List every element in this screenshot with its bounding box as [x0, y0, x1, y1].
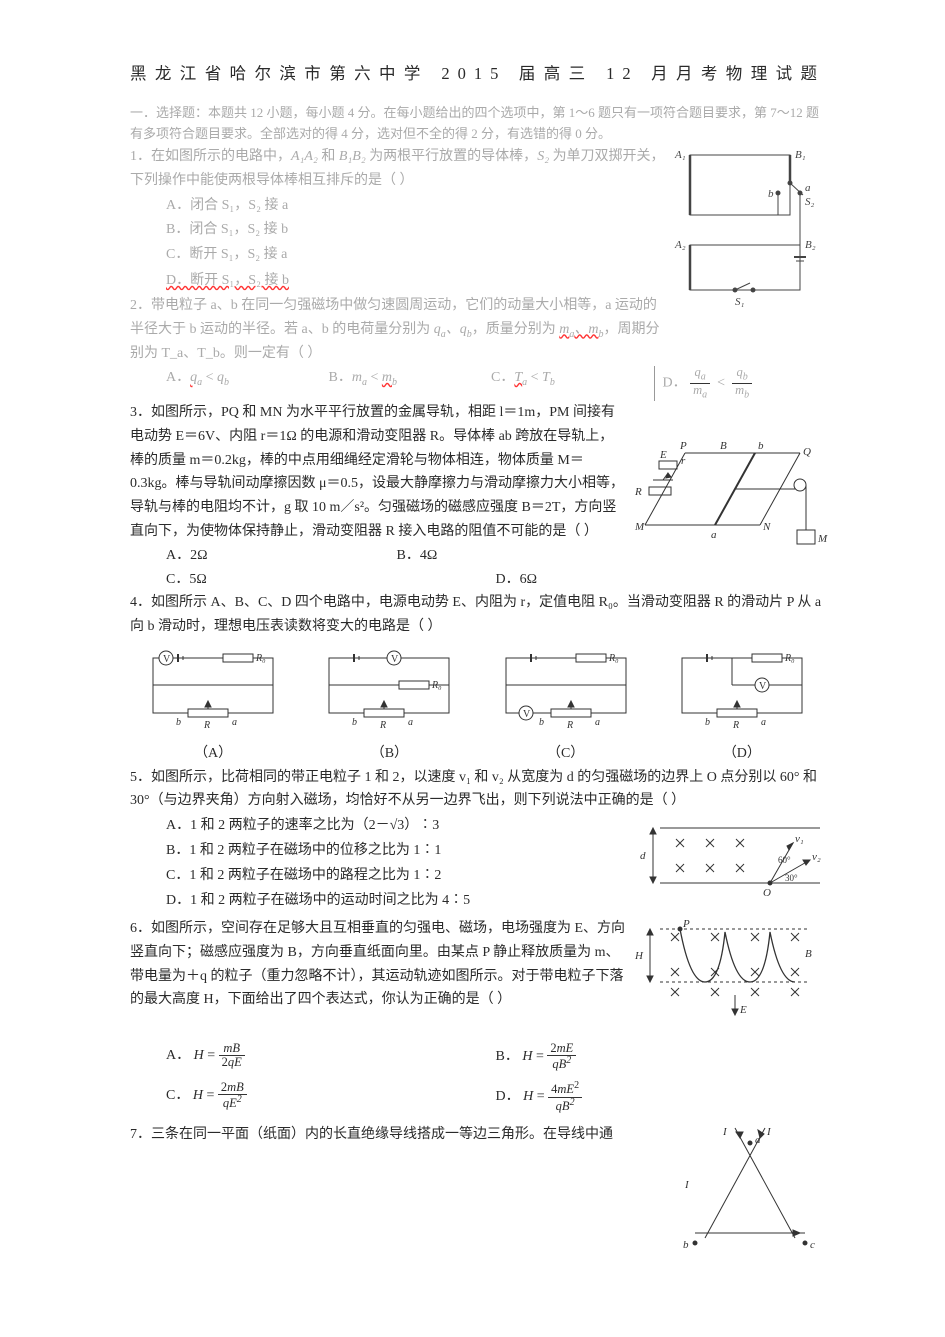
svg-text:v₁: v₁: [795, 833, 804, 845]
q3-block: b a E r R B M P Q M N 3．如图所示，PQ 和 MN 为水: [130, 401, 825, 591]
svg-text:a: a: [408, 717, 413, 728]
svg-text:V: V: [163, 654, 171, 665]
svg-text:a: a: [805, 182, 811, 194]
svg-text:b: b: [758, 440, 764, 452]
svg-text:A₂: A₂: [674, 239, 686, 251]
svg-text:r: r: [681, 455, 686, 467]
q4-label-d: （D）: [659, 742, 825, 766]
q1-text-2: 和: [318, 149, 339, 164]
svg-text:V: V: [391, 654, 399, 665]
q6-opt-c: C． H = 2mBqE2: [166, 1081, 496, 1113]
svg-text:R₀: R₀: [431, 680, 442, 691]
page-title: 黑龙江省哈尔滨市第六中学 2015 届高三 12 月月考物理试题: [130, 60, 825, 88]
svg-text:R: R: [203, 720, 210, 731]
q4-label-c: （C）: [483, 742, 649, 766]
svg-text:I: I: [766, 1126, 772, 1138]
q4-label-a: （A）: [130, 742, 296, 766]
q6-figure: P B H E: [635, 917, 825, 1036]
q2-opt-a: A．qa < qb: [166, 366, 329, 401]
q1-circuit-figure: A₁ B₁ a S₂ b A₂ B₂: [675, 145, 825, 324]
q1-text-3: 为两根平行放置的导体棒，: [366, 149, 538, 164]
section-instructions: 一．选择题：本题共 12 小题，每小题 4 分。在每小题给出的四个选项中，第 1…: [130, 102, 825, 145]
svg-text:a: a: [755, 1134, 761, 1146]
q7-block: I I I a b c 7．三条在同一平面（纸面）内的长直绝缘导线搭成一等边三角…: [130, 1123, 825, 1147]
q1-opt-d: D．断开 S₁，S₂ 接 b: [166, 269, 289, 293]
svg-text:b: b: [768, 188, 774, 200]
svg-text:b: b: [352, 717, 357, 728]
q1-text-1: 1．在如图所示的电路中，: [130, 149, 291, 164]
q2-opt-d: D． qama < qbmb: [654, 366, 826, 401]
svg-text:E: E: [659, 449, 667, 461]
q4-text: 4．如图所示 A、B、C、D 四个电路中，电源电动势 E、内阻为 r，定值电阻 …: [130, 591, 825, 639]
q5-block: 5．如图所示，比荷相同的带正电粒子 1 和 2，以速度 v₁ 和 v₂ 从宽度为…: [130, 766, 825, 913]
svg-text:N: N: [762, 521, 771, 533]
svg-text:a: a: [711, 529, 717, 541]
svg-text:a: a: [232, 717, 237, 728]
svg-text:R: R: [732, 720, 739, 731]
q5-figure: d v₁ v₂ 60° 30° O: [635, 813, 825, 917]
svg-text:B: B: [805, 948, 812, 960]
svg-text:B₂: B₂: [805, 239, 816, 251]
svg-text:V: V: [523, 709, 531, 720]
q4-fig-b: V R₀ b R a （B）: [306, 643, 472, 766]
svg-text:S₁: S₁: [735, 296, 745, 308]
q4-label-b: （B）: [306, 742, 472, 766]
q4-fig-c: R₀ V b R a （C）: [483, 643, 649, 766]
svg-text:v₂: v₂: [812, 851, 821, 863]
svg-text:M: M: [634, 521, 645, 533]
q3-opt-a: A．2Ω: [166, 544, 397, 568]
q7-figure: I I I a b c: [675, 1123, 825, 1262]
q5-text: 5．如图所示，比荷相同的带正电粒子 1 和 2，以速度 v₁ 和 v₂ 从宽度为…: [130, 766, 825, 814]
svg-text:R: R: [634, 486, 642, 498]
svg-text:d: d: [640, 850, 646, 862]
svg-text:30°: 30°: [785, 873, 798, 883]
q6-opt-d: D． H = 4mE2qB2: [496, 1081, 826, 1113]
q1-block: A₁ B₁ a S₂ b A₂ B₂: [130, 145, 825, 294]
svg-text:a: a: [761, 717, 766, 728]
svg-text:R₀: R₀: [255, 653, 266, 664]
q4-fig-d: R₀ V b R a （D）: [659, 643, 825, 766]
q3-opt-b: B．4Ω: [397, 544, 628, 568]
q2-opt-b: B．ma < mb: [329, 366, 492, 401]
svg-text:R₀: R₀: [784, 653, 795, 664]
svg-text:H: H: [634, 950, 644, 962]
svg-text:b: b: [683, 1239, 689, 1251]
svg-text:R: R: [566, 720, 573, 731]
q2-opt-c: C．Ta < Tb: [491, 366, 654, 401]
svg-text:A₁: A₁: [674, 149, 686, 161]
q3-opt-d: D．6Ω: [496, 568, 826, 592]
svg-text:V: V: [759, 681, 767, 692]
svg-text:R₀: R₀: [608, 653, 619, 664]
svg-text:Q: Q: [803, 446, 811, 458]
q6-opt-a: A． H = mB2qE: [166, 1042, 496, 1071]
svg-text:I: I: [684, 1179, 690, 1191]
q1-text-4: 为单刀双掷开关，: [549, 149, 665, 164]
svg-text:P: P: [679, 440, 687, 452]
q6-opt-b: B． H = 2mEqB2: [496, 1042, 826, 1071]
svg-text:E: E: [739, 1004, 747, 1016]
svg-text:B₁: B₁: [795, 149, 806, 161]
q4-fig-a: V R₀ b R a （A）: [130, 643, 296, 766]
q3-opt-c: C．5Ω: [166, 568, 496, 592]
svg-text:60°: 60°: [778, 855, 791, 865]
svg-text:B: B: [720, 440, 727, 452]
svg-text:P: P: [682, 918, 690, 930]
svg-text:a: a: [595, 717, 600, 728]
q6-block: P B H E 6．如图所示，空间存在足够大且互相垂直的匀强电、磁场，电场强度为…: [130, 917, 825, 1113]
svg-text:b: b: [539, 717, 544, 728]
q4-block: 4．如图所示 A、B、C、D 四个电路中，电源电动势 E、内阻为 r，定值电阻 …: [130, 591, 825, 765]
svg-text:c: c: [810, 1239, 815, 1251]
svg-text:R: R: [379, 720, 386, 731]
svg-text:M: M: [817, 533, 828, 545]
q3-figure: b a E r R B M P Q M N: [635, 435, 825, 564]
svg-text:b: b: [705, 717, 710, 728]
svg-text:I: I: [722, 1126, 728, 1138]
svg-text:b: b: [176, 717, 181, 728]
svg-text:O: O: [763, 887, 771, 899]
svg-text:S₂: S₂: [805, 196, 815, 208]
q2-text-1b: ，质量分别为: [472, 322, 560, 337]
